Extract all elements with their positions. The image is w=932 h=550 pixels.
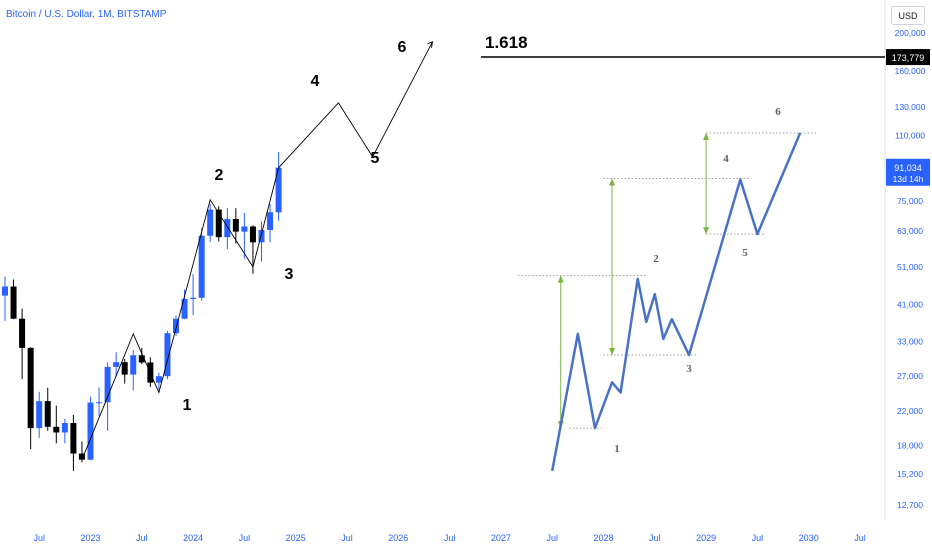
y-tick-label: 27,000 <box>897 371 923 381</box>
measure-arrow-head-bottom <box>609 347 616 355</box>
candle <box>190 297 197 299</box>
x-tick-label: Jul <box>854 533 866 543</box>
y-tick-label: 110,000 <box>895 130 925 140</box>
candle <box>275 167 282 213</box>
chart-title: Bitcoin / U.S. Dollar, 1M, BITSTAMP <box>6 9 167 20</box>
fractal-wave-label: 6 <box>775 106 781 118</box>
y-tick-label: 18,000 <box>897 440 923 450</box>
x-tick-label: Jul <box>546 533 558 543</box>
candle <box>53 426 60 433</box>
measure-arrow-head-top <box>703 133 710 141</box>
candle <box>70 423 77 454</box>
projection-wave-label: 5 <box>371 150 380 167</box>
countdown-label: 13d 14h <box>893 174 924 184</box>
candle <box>164 333 171 377</box>
x-tick-label: 2027 <box>491 533 511 543</box>
candle <box>2 286 8 296</box>
fib-level-label: 1.618 <box>485 33 528 52</box>
current-price-tag <box>886 158 930 186</box>
candle <box>36 401 43 429</box>
candle <box>267 212 274 230</box>
candle <box>241 226 248 232</box>
candle <box>138 355 145 363</box>
y-tick-label: 63,000 <box>897 226 923 236</box>
candle <box>44 401 51 427</box>
fractal-wave-line <box>550 132 802 472</box>
candle <box>130 355 137 375</box>
y-tick-label: 130,000 <box>895 102 926 112</box>
measure-arrow-head-top <box>557 275 564 283</box>
y-tick-label: 15,200 <box>897 469 923 479</box>
y-tick-label: 33,000 <box>897 337 923 347</box>
y-tick-label: 51,000 <box>897 262 923 272</box>
x-tick-label: Jul <box>136 533 148 543</box>
x-tick-label: 2029 <box>696 533 716 543</box>
x-tick-label: 2025 <box>286 533 306 543</box>
candle <box>173 318 179 334</box>
y-tick-label: 22,000 <box>897 406 923 416</box>
projection-wave-label: 1 <box>183 397 192 414</box>
candle <box>87 402 94 460</box>
candle <box>181 298 188 319</box>
fib-price-label: 173,779 <box>892 53 925 63</box>
projection-wave-label: 4 <box>311 73 320 90</box>
y-tick-label: 41,000 <box>897 299 923 309</box>
candle <box>61 423 68 433</box>
fractal-wave-label: 3 <box>686 363 692 375</box>
fractal-wave-label: 1 <box>614 443 620 455</box>
x-tick-label: Jul <box>752 533 764 543</box>
projection-arrow-head <box>427 41 434 48</box>
x-tick-label: 2026 <box>388 533 408 543</box>
measure-arrow-head-top <box>609 178 616 186</box>
fractal-wave-label: 4 <box>723 153 729 165</box>
candle <box>224 218 231 238</box>
candle <box>232 218 239 232</box>
candle <box>215 209 222 238</box>
y-tick-label: 75,000 <box>897 196 923 206</box>
x-tick-label: Jul <box>33 533 45 543</box>
x-tick-label: 2023 <box>80 533 100 543</box>
candle <box>155 376 162 383</box>
x-tick-label: Jul <box>341 533 353 543</box>
candle <box>113 362 120 367</box>
x-tick-label: 2030 <box>799 533 819 543</box>
projection-wave-label: 6 <box>398 39 407 56</box>
projection-wave-line <box>81 41 433 460</box>
fractal-wave-label: 2 <box>653 253 659 265</box>
fib-price-tag <box>886 49 930 66</box>
currency-button[interactable]: USD <box>891 6 925 25</box>
x-tick-label: 2028 <box>593 533 613 543</box>
x-tick-label: Jul <box>444 533 456 543</box>
projection-wave-label: 3 <box>285 266 294 283</box>
candle <box>27 347 34 429</box>
measure-arrow-head-bottom <box>703 227 710 235</box>
x-tick-label: 2024 <box>183 533 203 543</box>
fractal-wave-label: 5 <box>742 247 748 259</box>
candle <box>249 226 256 243</box>
projection-wave-label: 2 <box>215 167 224 184</box>
candle <box>198 235 205 298</box>
candle <box>258 229 265 243</box>
y-tick-label: 200,000 <box>895 28 926 38</box>
candle <box>104 366 111 403</box>
x-tick-label: Jul <box>649 533 661 543</box>
candle <box>19 318 26 348</box>
current-price-label: 91,034 <box>894 163 922 173</box>
y-tick-label: 12,700 <box>897 500 923 510</box>
candle <box>207 209 214 236</box>
candle <box>121 362 128 375</box>
candle <box>78 453 85 460</box>
x-tick-label: Jul <box>239 533 251 543</box>
y-tick-label: 160,000 <box>895 66 926 76</box>
candle <box>10 286 17 319</box>
candle <box>96 402 103 404</box>
